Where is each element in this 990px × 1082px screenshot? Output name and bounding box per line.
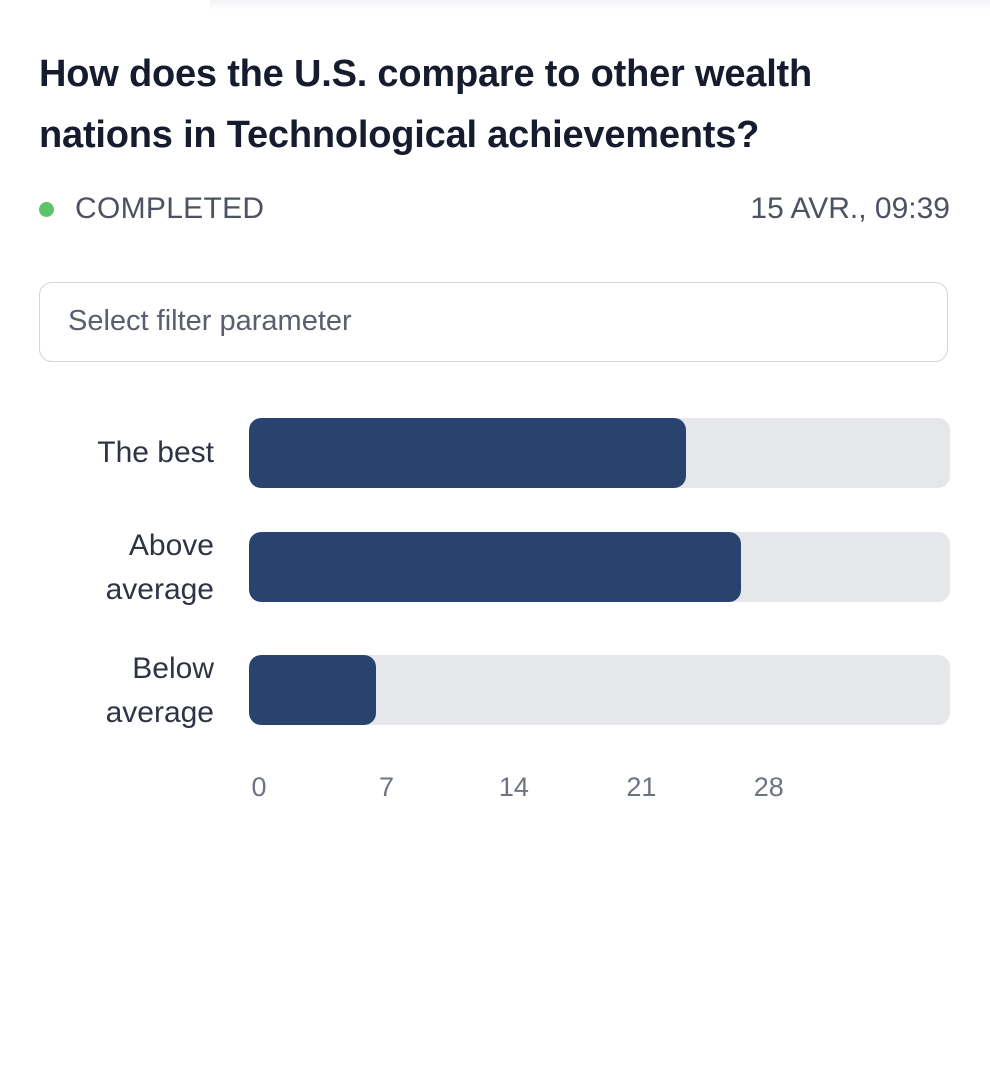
bar-chart: The best Above average Below average: [39, 418, 950, 818]
bar-label-line: Below: [132, 652, 214, 685]
bar[interactable]: [249, 418, 686, 488]
filter-placeholder: Select filter parameter: [68, 305, 352, 337]
bar[interactable]: [249, 655, 377, 725]
bar-label-line: The best: [97, 436, 214, 469]
bar-row: Above average: [39, 529, 950, 606]
status-label: COMPLETED: [75, 192, 265, 225]
x-tick-label: 28: [753, 772, 784, 802]
bar-row: Below average: [39, 652, 950, 729]
x-tick-label: 21: [626, 772, 657, 802]
bar-row: The best: [39, 418, 950, 488]
bar-label: The best: [14, 431, 214, 475]
bar-label: Below average: [14, 647, 214, 735]
x-tick-label: 0: [251, 772, 267, 802]
bar[interactable]: [249, 532, 741, 602]
question-title: How does the U.S. compare to other wealt…: [39, 53, 813, 156]
bar-track: [249, 532, 950, 602]
bar-label-line: Above: [128, 529, 214, 562]
question-card: How does the U.S. compare to other wealt…: [39, 44, 950, 802]
bar-track: [249, 418, 950, 488]
top-edge-shadow: [210, 0, 990, 10]
bar-label-line: average: [105, 696, 214, 729]
x-tick-label: 14: [498, 772, 529, 802]
bar-label: Above average: [14, 524, 214, 612]
x-tick-label: 7: [378, 772, 394, 802]
filter-select[interactable]: Select filter parameter: [39, 282, 948, 362]
timestamp: 15 AVR., 09:39: [750, 192, 950, 225]
bar-track: [249, 655, 950, 725]
status-dot-icon: [39, 202, 54, 217]
bar-label-line: average: [105, 573, 214, 606]
status-row: COMPLETED 15 AVR., 09:39: [39, 188, 950, 228]
